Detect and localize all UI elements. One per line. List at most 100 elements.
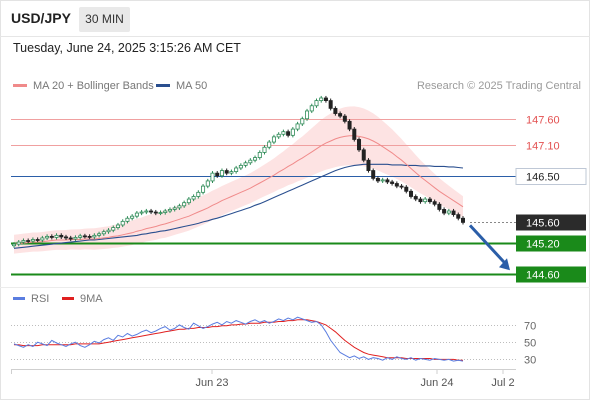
candle-body	[375, 177, 380, 182]
candle-body	[115, 224, 120, 228]
candle-body	[460, 217, 465, 223]
candle-body	[456, 214, 461, 219]
candle-body	[158, 212, 163, 214]
candle-body	[134, 212, 139, 217]
candle-body	[399, 185, 404, 188]
candle-body	[153, 211, 158, 214]
candle-body	[163, 210, 168, 213]
candle-body	[305, 110, 310, 120]
candle-body	[40, 237, 45, 241]
datetime-label: Tuesday, June 24, 2025 3:15:26 AM CET	[13, 41, 241, 55]
candle-body	[73, 237, 78, 240]
candle-body	[205, 180, 210, 187]
forecast-arrow-head	[499, 258, 510, 271]
candle-body	[229, 171, 234, 174]
candle-body	[290, 128, 295, 136]
candle-body	[328, 100, 333, 109]
level-label-last-price: 145.60	[526, 218, 560, 230]
candle-body	[423, 198, 428, 203]
candle-body	[215, 172, 220, 177]
candle-body	[352, 128, 357, 140]
candle-body	[101, 231, 106, 235]
candle-body	[11, 243, 16, 247]
candle-body	[182, 202, 187, 207]
legend-9ma: 9MA	[62, 293, 103, 305]
candle-body	[342, 115, 347, 122]
candle-body	[385, 179, 390, 183]
candle-body	[323, 97, 328, 101]
candle-body	[196, 191, 201, 197]
candle-body	[357, 139, 362, 151]
candle-body	[404, 186, 409, 192]
candle-body	[248, 159, 253, 164]
candle-body	[59, 234, 64, 238]
candle-body	[446, 210, 451, 214]
credit-text: Research © 2025 Trading Central	[416, 80, 581, 92]
candle-body	[16, 241, 21, 245]
candle-body	[257, 152, 262, 159]
candle-body	[111, 227, 116, 231]
candle-body	[413, 196, 418, 200]
candle-body	[87, 235, 92, 238]
candle-body	[347, 120, 352, 130]
level-label-box-support	[516, 235, 586, 252]
forecast-arrow-shaft	[468, 224, 508, 266]
candle-body	[139, 211, 144, 214]
candle-body	[267, 141, 272, 148]
level-label-box-last-price	[516, 214, 586, 231]
level-label-box-support	[516, 266, 586, 283]
candle-body	[45, 235, 50, 239]
legend-ma50-label: MA 50	[176, 80, 208, 92]
rsi-line	[13, 316, 464, 362]
candle-body	[253, 157, 258, 161]
candle-body	[234, 167, 239, 173]
candle-body	[309, 105, 314, 112]
candle-body	[432, 201, 437, 205]
level-label-resistance: 147.60	[526, 115, 560, 127]
level-label-support: 144.60	[526, 270, 560, 282]
candle-body	[49, 235, 54, 238]
candle-body	[371, 170, 376, 179]
candle-body	[394, 183, 399, 187]
candle-body	[149, 210, 154, 213]
candle-body	[224, 170, 229, 174]
legend-ma50-swatch	[156, 83, 170, 87]
candle-body	[63, 236, 68, 239]
candle-body	[21, 240, 26, 243]
candle-body	[281, 131, 286, 135]
candle-body	[295, 123, 300, 130]
candle-body	[276, 133, 281, 138]
candle-body	[300, 118, 305, 125]
rsi-tick-label: 50	[524, 338, 536, 350]
timeframe-badge[interactable]: 30 MIN	[79, 7, 130, 32]
candle-body	[201, 185, 206, 193]
candle-body	[451, 210, 456, 216]
rsi-tick-label: 70	[524, 321, 536, 333]
candle-body	[82, 235, 87, 238]
bollinger-band	[14, 106, 463, 254]
candle-body	[361, 149, 366, 161]
candle-body	[68, 237, 73, 240]
candle-body	[409, 190, 414, 197]
legend-9ma-swatch	[62, 296, 74, 300]
legend-ma20: MA 20 + Bollinger Bands	[13, 80, 154, 92]
candle-body	[243, 162, 248, 166]
candle-body	[92, 234, 97, 238]
candle-body	[120, 220, 125, 226]
symbol-title: USD/JPY	[11, 10, 71, 26]
candle-body	[442, 209, 447, 214]
header-divider	[0, 36, 590, 37]
candle-body	[219, 170, 224, 177]
candle-body	[418, 198, 423, 203]
ma20-line	[13, 135, 464, 245]
candle-body	[97, 233, 102, 236]
legend-ma20-label: MA 20 + Bollinger Bands	[33, 80, 154, 92]
candle-body	[262, 146, 267, 153]
candle-body	[167, 209, 172, 212]
candle-body	[54, 234, 59, 238]
candle-body	[30, 239, 35, 242]
candle-body	[106, 229, 111, 233]
legend-rsi: RSI	[13, 293, 49, 305]
candle-body	[238, 164, 243, 169]
